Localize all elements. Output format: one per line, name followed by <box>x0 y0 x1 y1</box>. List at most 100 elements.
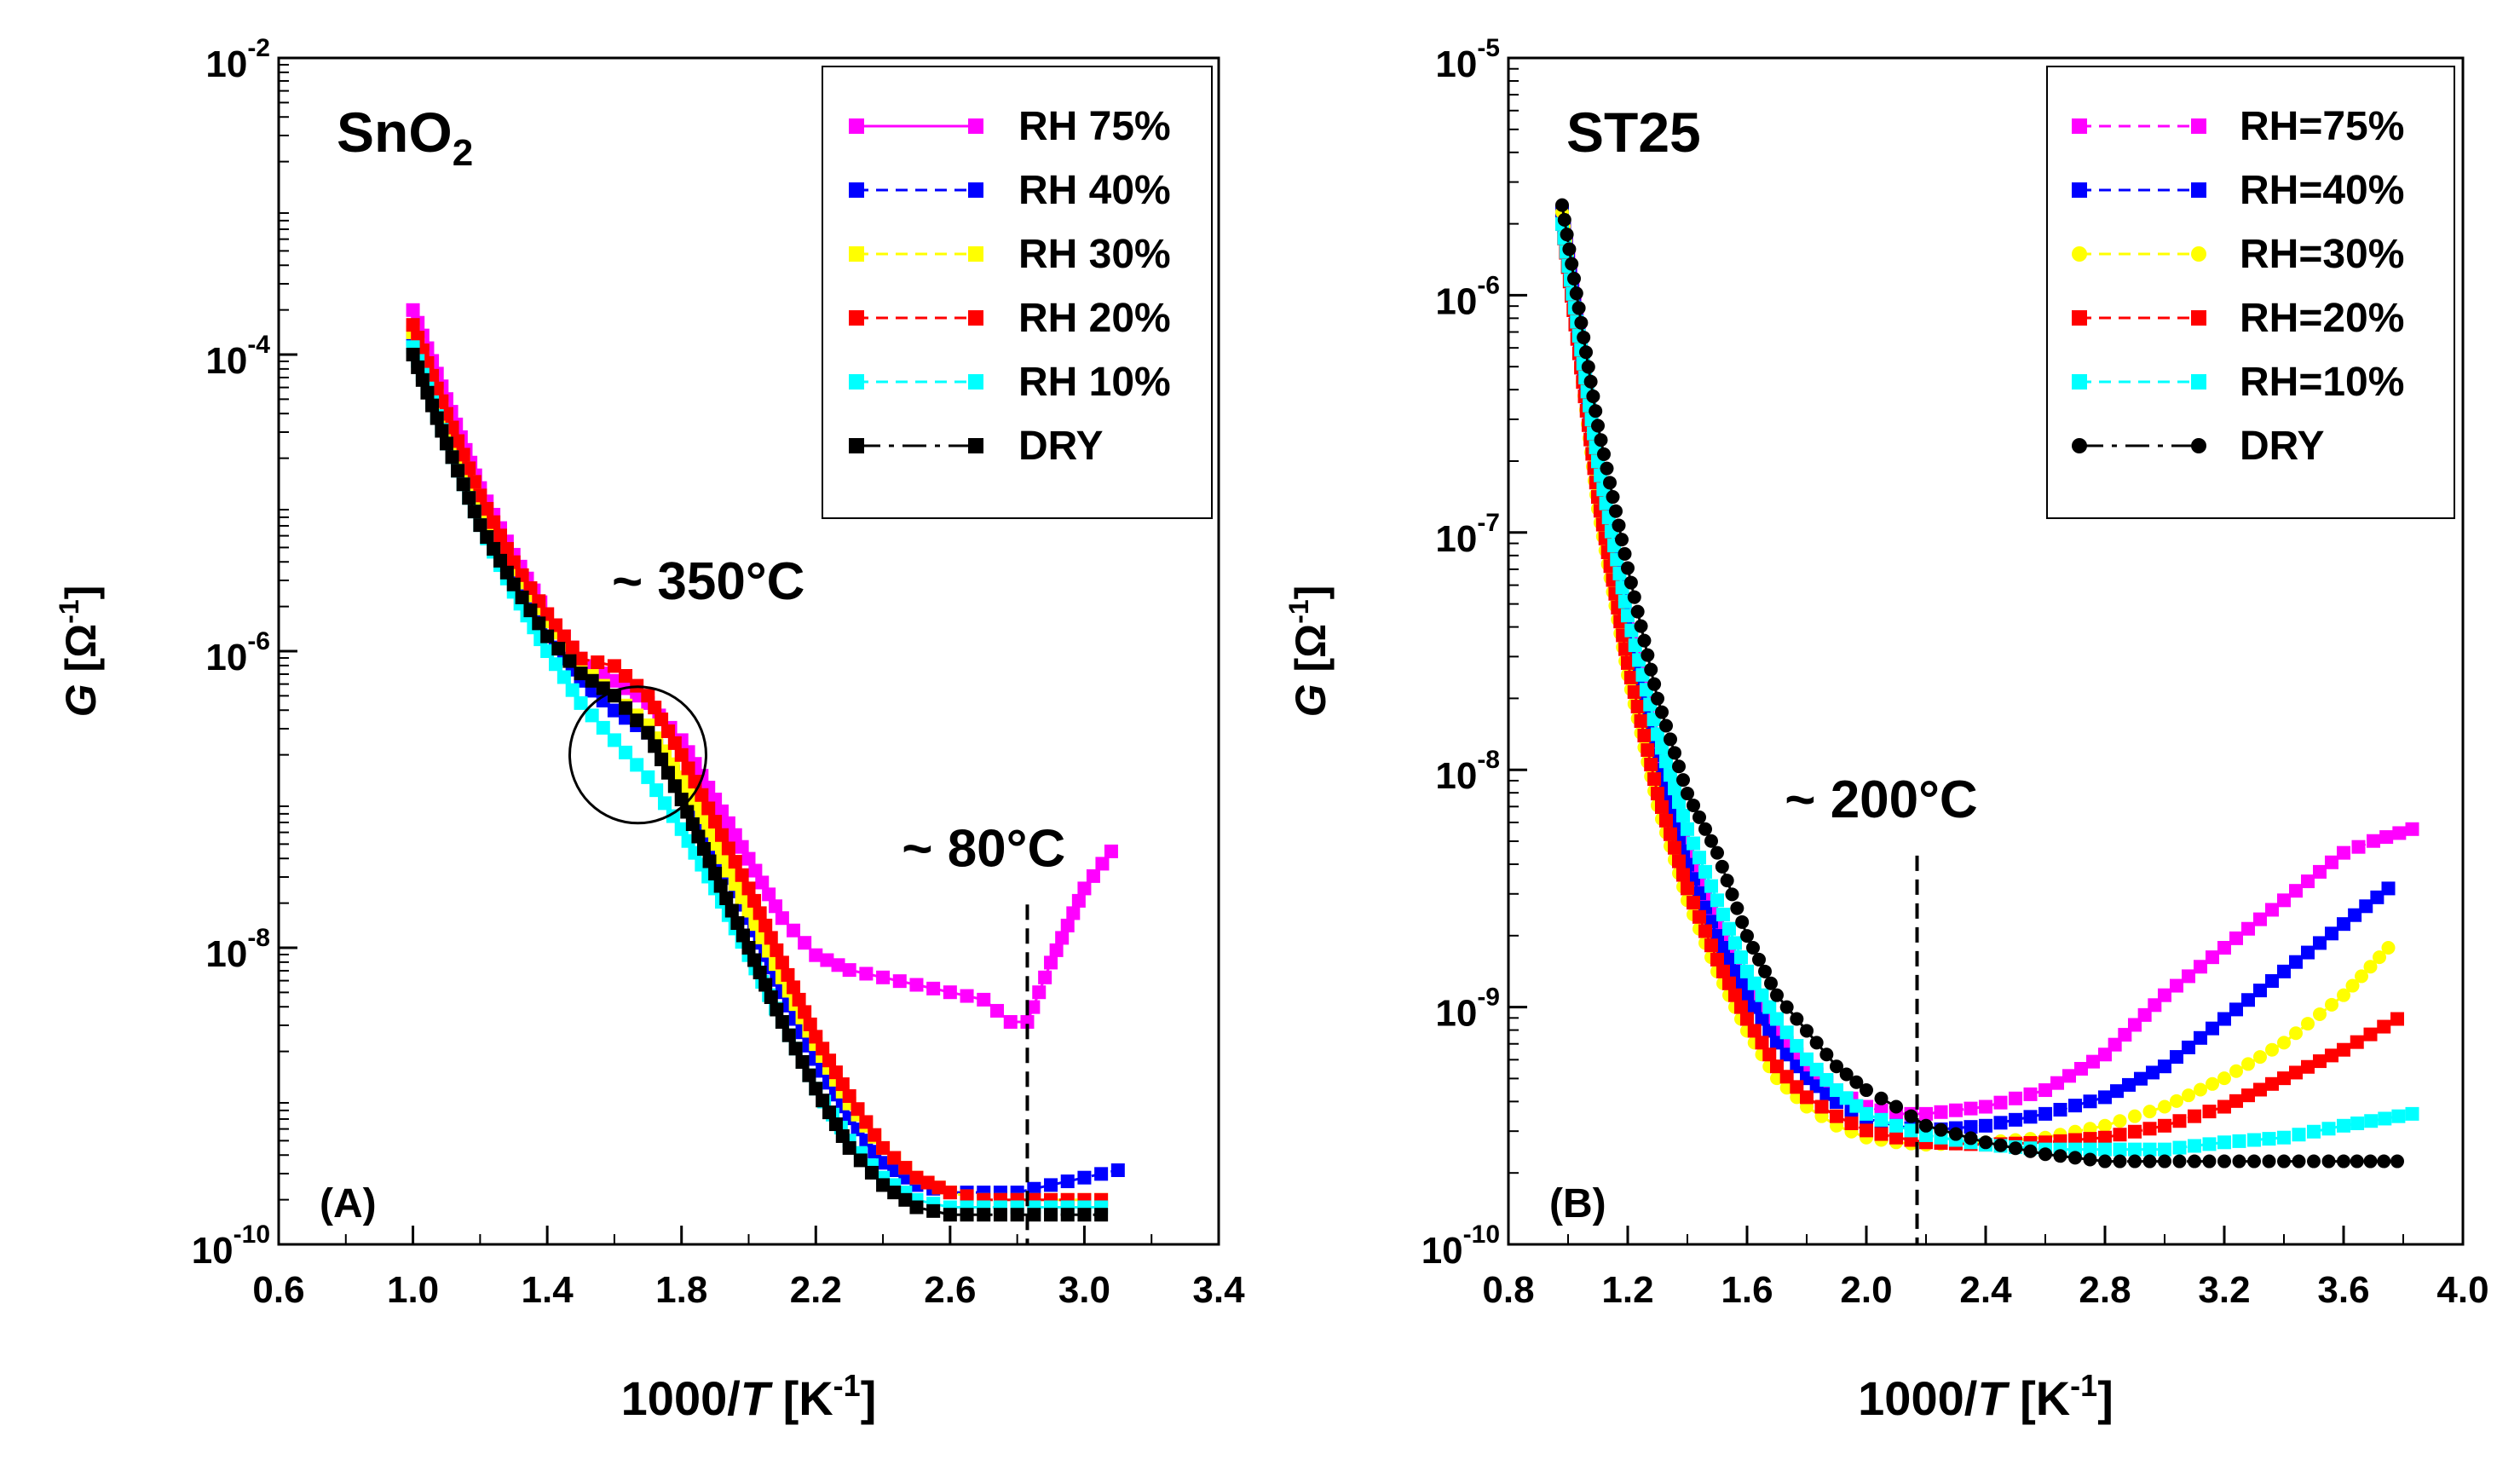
annotation: ~ 350°C <box>612 552 804 611</box>
data-point <box>430 411 444 425</box>
data-point <box>926 981 941 995</box>
data-point <box>2110 1084 2124 1099</box>
data-point <box>1676 808 1690 822</box>
data-point <box>828 1065 843 1080</box>
data-point <box>1964 1101 1978 1116</box>
data-point <box>926 1203 941 1218</box>
data-point <box>842 963 856 978</box>
data-point <box>1615 533 1629 547</box>
data-point <box>607 703 621 718</box>
data-point <box>660 724 675 738</box>
legend-marker <box>849 182 864 198</box>
data-point <box>2313 1007 2327 1021</box>
data-point <box>1692 909 1706 924</box>
data-point <box>2074 1061 2088 1076</box>
y-axis-label-unit: [Ω <box>1287 624 1335 684</box>
y-axis-label: G [Ω-1] <box>54 586 105 718</box>
data-point <box>655 753 669 767</box>
data-point <box>2098 1142 2112 1157</box>
data-point <box>1672 794 1686 809</box>
data-point <box>2083 1094 2097 1109</box>
x-axis-label-var: T <box>741 1371 774 1425</box>
data-point <box>2083 1152 2097 1167</box>
legend-marker <box>849 438 864 453</box>
data-point <box>931 1180 946 1195</box>
data-point <box>1577 330 1591 344</box>
legend-entry: RH 20% <box>849 296 1171 341</box>
data-point <box>741 941 756 955</box>
data-point <box>798 936 812 950</box>
legend-marker <box>2072 438 2087 453</box>
legend-label: RH=20% <box>2240 296 2404 341</box>
legend-entry: RH 10% <box>849 360 1171 405</box>
data-point <box>1790 1039 1804 1053</box>
x-tick-label: 1.0 <box>387 1269 439 1311</box>
y-axis-label-unit: [Ω <box>57 624 105 684</box>
data-point <box>630 758 644 772</box>
y-tick-label: 10-2 <box>205 34 270 85</box>
data-point <box>787 980 801 995</box>
legend-label: RH 75% <box>1018 104 1171 149</box>
data-point <box>2158 1059 2171 1074</box>
data-point <box>730 916 745 930</box>
data-point <box>1755 988 1769 1002</box>
data-point <box>1740 929 1754 944</box>
data-point <box>1730 901 1744 915</box>
data-point <box>1591 418 1605 433</box>
y-axis-label: G [Ω-1] <box>1283 586 1335 718</box>
data-point <box>2098 1130 2112 1145</box>
y-tick-base: 10 <box>205 933 247 975</box>
data-point <box>1060 918 1075 932</box>
data-point <box>1728 936 1742 950</box>
data-point <box>415 372 430 387</box>
data-point <box>2194 1082 2207 1097</box>
panel-label: (A) <box>320 1181 377 1226</box>
data-point <box>2113 1154 2127 1169</box>
data-point <box>795 1054 810 1069</box>
data-point <box>735 928 750 943</box>
y-tick-base: 10 <box>1435 43 1477 85</box>
data-point <box>2172 1140 2187 1155</box>
data-point <box>1647 772 1662 787</box>
data-point <box>532 616 546 631</box>
x-axis-label-var: T <box>1977 1371 2010 1425</box>
data-point <box>1565 257 1579 271</box>
data-point <box>1077 1170 1092 1185</box>
data-point <box>1664 768 1677 782</box>
x-tick-label: 1.6 <box>1721 1269 1773 1311</box>
data-point <box>1687 896 1700 910</box>
data-point <box>1698 924 1712 938</box>
y-tick-label: 10-9 <box>1435 984 1500 1035</box>
data-point <box>2188 1154 2201 1169</box>
data-point <box>2363 1154 2378 1169</box>
data-point <box>2188 1109 2201 1123</box>
data-point <box>714 804 729 818</box>
data-point <box>758 918 773 932</box>
data-point <box>445 450 459 465</box>
data-point <box>2277 964 2291 978</box>
data-point <box>1752 952 1766 967</box>
legend-label: DRY <box>2240 424 2325 469</box>
data-point <box>2313 936 2327 950</box>
legend-entry: RH 75% <box>849 104 1171 149</box>
data-point <box>1637 728 1652 742</box>
data-point <box>859 967 874 981</box>
data-point <box>2337 1042 2350 1057</box>
data-point <box>1104 844 1118 858</box>
y-axis-label-sup: -1 <box>54 599 84 623</box>
data-point <box>1722 921 1736 936</box>
data-point <box>1668 746 1681 760</box>
data-point <box>2289 884 2303 898</box>
legend-box <box>2046 66 2455 519</box>
data-point <box>649 783 664 798</box>
data-point <box>607 673 621 688</box>
data-point <box>2009 1091 2022 1105</box>
chart-title: ST25 <box>1566 101 1701 164</box>
data-point <box>1790 1080 1804 1094</box>
data-point <box>1904 1109 1918 1123</box>
data-point <box>2373 950 2386 965</box>
data-point <box>1919 1118 1933 1133</box>
chart-title-subscript: 2 <box>453 132 473 174</box>
data-point <box>1819 1047 1834 1062</box>
data-point <box>868 1128 882 1142</box>
